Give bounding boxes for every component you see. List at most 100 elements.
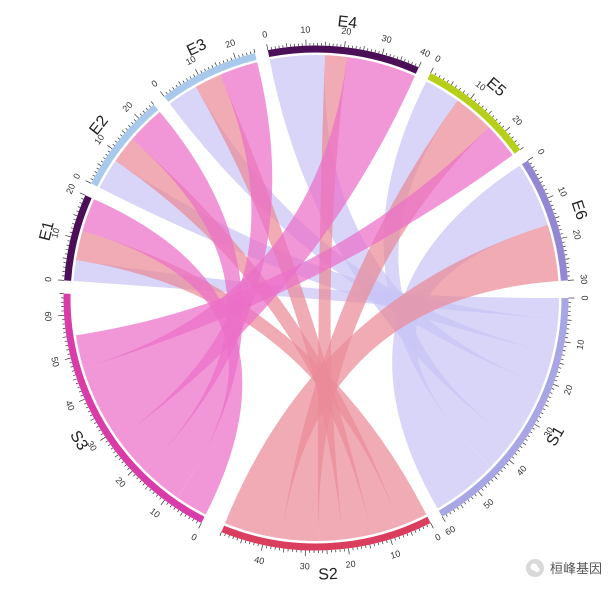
- tick-E3-20: [233, 52, 236, 59]
- tick-S2-20: [348, 548, 350, 555]
- tick-E6-15: [555, 216, 560, 219]
- tick-E2-6: [100, 160, 104, 163]
- tick-S3-37: [87, 410, 91, 413]
- tick-S3-18: [136, 477, 139, 480]
- tick-E5-21: [508, 132, 511, 135]
- wechat-icon: [525, 558, 544, 577]
- tick-label-E6-10: 10: [556, 185, 569, 198]
- tick-S1-13: [561, 354, 565, 356]
- tick-S1-19: [554, 379, 558, 382]
- tick-S3-33: [96, 425, 99, 428]
- tick-E4-32: [389, 54, 391, 57]
- tick-E6-20: [561, 236, 568, 239]
- tick-E4-26: [367, 48, 369, 51]
- tick-label-S3-50: 50: [49, 356, 61, 368]
- chord-link-S2-E6: [224, 224, 559, 539]
- sector-name-S2: S2: [318, 566, 338, 584]
- tick-E6-25: [565, 258, 570, 260]
- tick-E4-38: [411, 61, 413, 65]
- tick-E3-19: [230, 57, 232, 61]
- tick-S3-12: [155, 494, 159, 497]
- tick-S3-4: [184, 514, 187, 517]
- tick-S3-27: [110, 447, 114, 450]
- tick-E3-2: [168, 89, 171, 92]
- tick-label-S1-30: 30: [542, 425, 556, 439]
- chord-links: [73, 55, 559, 542]
- tick-S1-25: [544, 404, 549, 407]
- tick-S3-42: [78, 390, 82, 393]
- tick-S3-1: [196, 520, 198, 524]
- tick-S2-48: [228, 535, 230, 538]
- tick-E1-5: [62, 257, 67, 259]
- tick-S2-45: [240, 539, 243, 544]
- tick-E3-23: [246, 52, 248, 56]
- tick-S3-41: [80, 394, 84, 397]
- tick-S3-13: [152, 491, 155, 495]
- tick-E5-6: [454, 85, 457, 88]
- tick-S3-28: [108, 444, 111, 447]
- tick-label-S3-60: 60: [43, 311, 54, 322]
- tick-E3-18: [226, 58, 229, 62]
- tick-S3-5: [180, 512, 183, 516]
- tick-E5-5: [451, 81, 454, 85]
- tick-E6-1: [529, 162, 533, 165]
- chord-link-S3-E5: [75, 127, 513, 368]
- tick-label-S2-30: 30: [300, 561, 310, 571]
- tick-label-E4-40: 40: [419, 46, 432, 59]
- tick-E6-8: [544, 188, 547, 191]
- tick-S1-39: [512, 456, 515, 459]
- tick-S1-29: [536, 420, 540, 422]
- tick-E6-22: [563, 245, 566, 247]
- tick-E4-20: [344, 41, 346, 48]
- tick-S2-11: [386, 540, 388, 543]
- tick-E6-13: [552, 208, 556, 211]
- tick-S3-22: [124, 464, 127, 467]
- tick-E2-3: [94, 171, 97, 173]
- tick-E4-36: [404, 59, 406, 62]
- tick-S1-24: [546, 400, 550, 403]
- tick-E1-11: [69, 231, 73, 233]
- tick-S1-12: [562, 350, 566, 352]
- sector-name-E3: E3: [184, 36, 209, 60]
- tick-S3-52: [66, 349, 69, 351]
- tick-label-S1-40: 40: [515, 464, 529, 478]
- tick-S3-25: [114, 454, 119, 458]
- tick-label-S2-10: 10: [389, 548, 402, 561]
- tick-E5-19: [501, 125, 505, 128]
- tick-E4-35: [400, 56, 403, 61]
- tick-E5-20: [505, 126, 511, 132]
- tick-label-S3-20: 20: [114, 475, 128, 489]
- tick-S1-35: [522, 442, 527, 446]
- tick-E1-9: [67, 240, 71, 242]
- tick-S1-41: [506, 463, 509, 466]
- tick-E4-31: [385, 52, 388, 56]
- tick-label-S1-60: 60: [443, 524, 457, 538]
- tick-E2-23: [145, 107, 148, 111]
- tick-E5-22: [511, 136, 514, 139]
- tick-S3-17: [139, 480, 142, 483]
- tick-E6-11: [549, 200, 552, 203]
- tick-E2-15: [121, 130, 126, 134]
- tick-E6-17: [557, 224, 561, 227]
- tick-S3-8: [169, 504, 172, 508]
- tick-label-E5-10: 10: [474, 79, 488, 93]
- tick-S3-32: [98, 429, 101, 432]
- tick-S3-23: [121, 461, 124, 464]
- tick-S2-12: [382, 541, 384, 545]
- tick-S1-32: [529, 431, 533, 434]
- tick-label-S1-50: 50: [482, 497, 496, 511]
- tick-E1-20: [79, 192, 86, 196]
- tick-S1-27: [540, 412, 544, 415]
- tick-S2-41: [257, 543, 259, 547]
- tick-S1-52: [471, 496, 474, 500]
- tick-S3-34: [93, 422, 97, 424]
- tick-E4-39: [414, 63, 417, 66]
- tick-E3-1: [165, 91, 168, 95]
- tick-label-E4-10: 10: [300, 25, 310, 35]
- tick-E5-3: [442, 77, 445, 81]
- tick-E2-11: [112, 143, 115, 146]
- tick-E3-5: [178, 81, 181, 85]
- tick-E2-5: [97, 163, 102, 166]
- tick-S1-31: [532, 427, 535, 430]
- chord-link-S1-E3: [169, 86, 553, 386]
